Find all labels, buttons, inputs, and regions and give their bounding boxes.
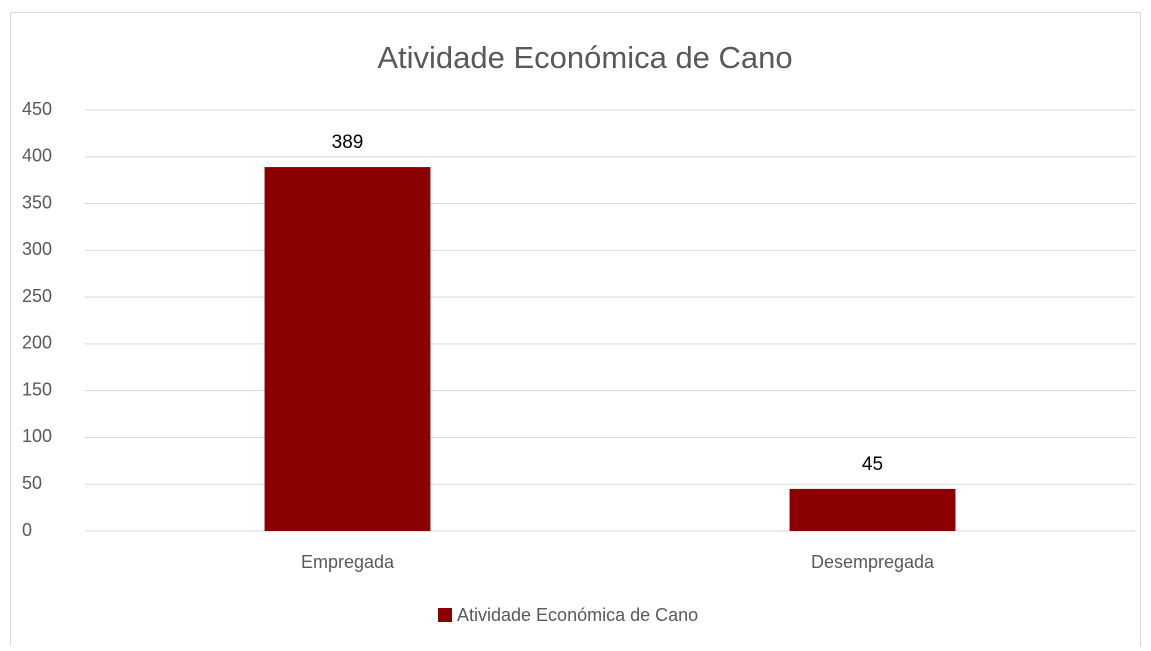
y-tick-label: 100	[22, 426, 52, 446]
y-tick-label: 150	[22, 379, 52, 399]
y-tick-label: 350	[22, 192, 52, 212]
chart-border	[10, 12, 1141, 651]
y-tick-label: 400	[22, 146, 52, 166]
data-label: 389	[332, 132, 364, 153]
y-tick-label: 300	[22, 239, 52, 259]
chart-title: Atividade Económica de Cano	[377, 40, 792, 75]
legend-label: Atividade Económica de Cano	[457, 605, 698, 625]
x-tick-label: Desempregada	[811, 552, 935, 572]
bar	[789, 488, 956, 531]
y-tick-label: 0	[22, 520, 32, 540]
y-tick-label: 200	[22, 333, 52, 353]
legend-swatch	[438, 608, 452, 622]
y-tick-label: 50	[22, 473, 42, 493]
x-tick-label: Empregada	[301, 552, 395, 572]
y-tick-label: 250	[22, 286, 52, 306]
y-tick-label: 450	[22, 99, 52, 119]
bar	[264, 167, 431, 531]
data-label: 45	[862, 454, 883, 475]
